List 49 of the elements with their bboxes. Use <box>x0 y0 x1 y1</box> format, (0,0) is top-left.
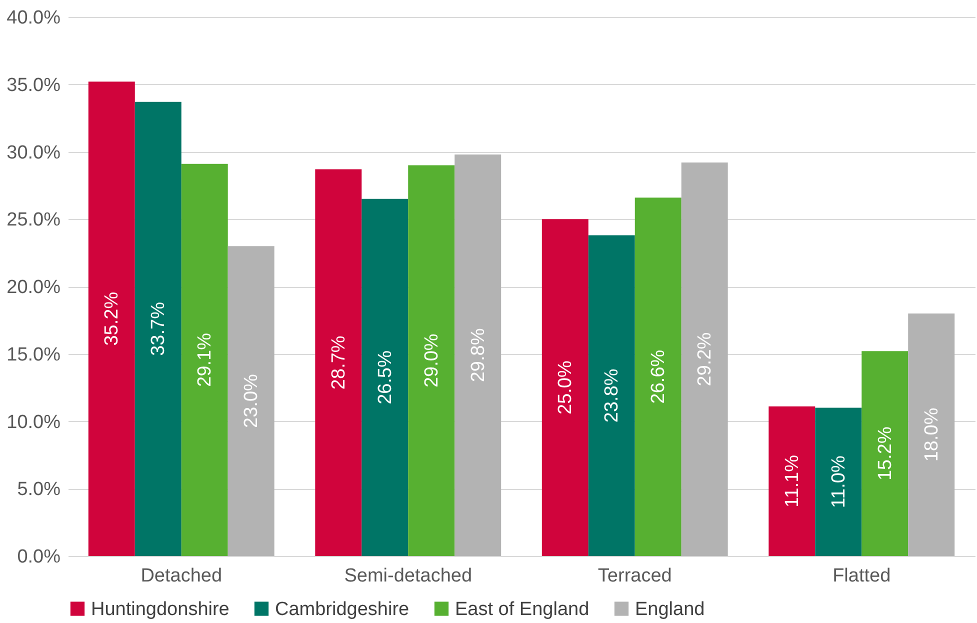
data-label: 25.0% <box>555 360 576 414</box>
legend-label: Cambridgeshire <box>275 598 410 620</box>
data-label: 26.5% <box>374 350 396 404</box>
data-label: 29.8% <box>468 328 489 382</box>
data-label: 15.2% <box>874 426 896 481</box>
legend-label: England <box>635 598 705 620</box>
bar <box>542 219 588 556</box>
data-label: 29.1% <box>194 332 216 387</box>
data-label: 35.2% <box>102 292 123 346</box>
bar <box>362 198 408 556</box>
bar <box>681 162 728 556</box>
bar <box>228 246 274 556</box>
data-label: 33.7% <box>148 302 170 356</box>
legend-label: Huntingdonshire <box>91 598 230 620</box>
bar <box>88 82 135 556</box>
y-tick-label: 0.0% <box>17 546 61 568</box>
data-label: 28.7% <box>328 336 350 390</box>
data-label: 23.0% <box>241 374 262 428</box>
x-tick-label: Semi-detached <box>344 566 472 586</box>
data-label: 11.1% <box>782 454 803 508</box>
bar <box>768 406 816 556</box>
bar <box>908 313 955 556</box>
y-tick-label: 40.0% <box>6 8 61 28</box>
legend-label: East of England <box>455 598 590 620</box>
bar <box>454 154 502 556</box>
data-label: 11.0% <box>828 456 850 508</box>
x-tick-label: Terraced <box>598 566 672 586</box>
y-tick-label: 35.0% <box>6 74 61 96</box>
x-tick-label: Detached <box>140 566 222 586</box>
x-tick-label: Flatted <box>832 566 891 586</box>
bar <box>315 169 362 556</box>
data-label: 23.8% <box>602 368 623 423</box>
data-label: 18.0% <box>921 408 942 462</box>
data-label: 29.2% <box>694 332 716 386</box>
y-tick-label: 5.0% <box>17 479 61 500</box>
y-tick-label: 10.0% <box>6 412 61 433</box>
bar <box>181 164 228 556</box>
bar <box>634 198 682 556</box>
y-tick-label: 25.0% <box>6 210 61 231</box>
bar <box>408 165 455 556</box>
bar <box>588 235 635 556</box>
data-label: 26.6% <box>648 350 670 404</box>
bar <box>862 351 908 556</box>
y-tick-label: 20.0% <box>6 277 61 298</box>
y-tick-label: 15.0% <box>6 344 61 366</box>
bar <box>815 408 862 556</box>
data-label: 29.0% <box>421 334 442 388</box>
y-tick-label: 30.0% <box>6 142 61 164</box>
bar <box>134 102 182 556</box>
